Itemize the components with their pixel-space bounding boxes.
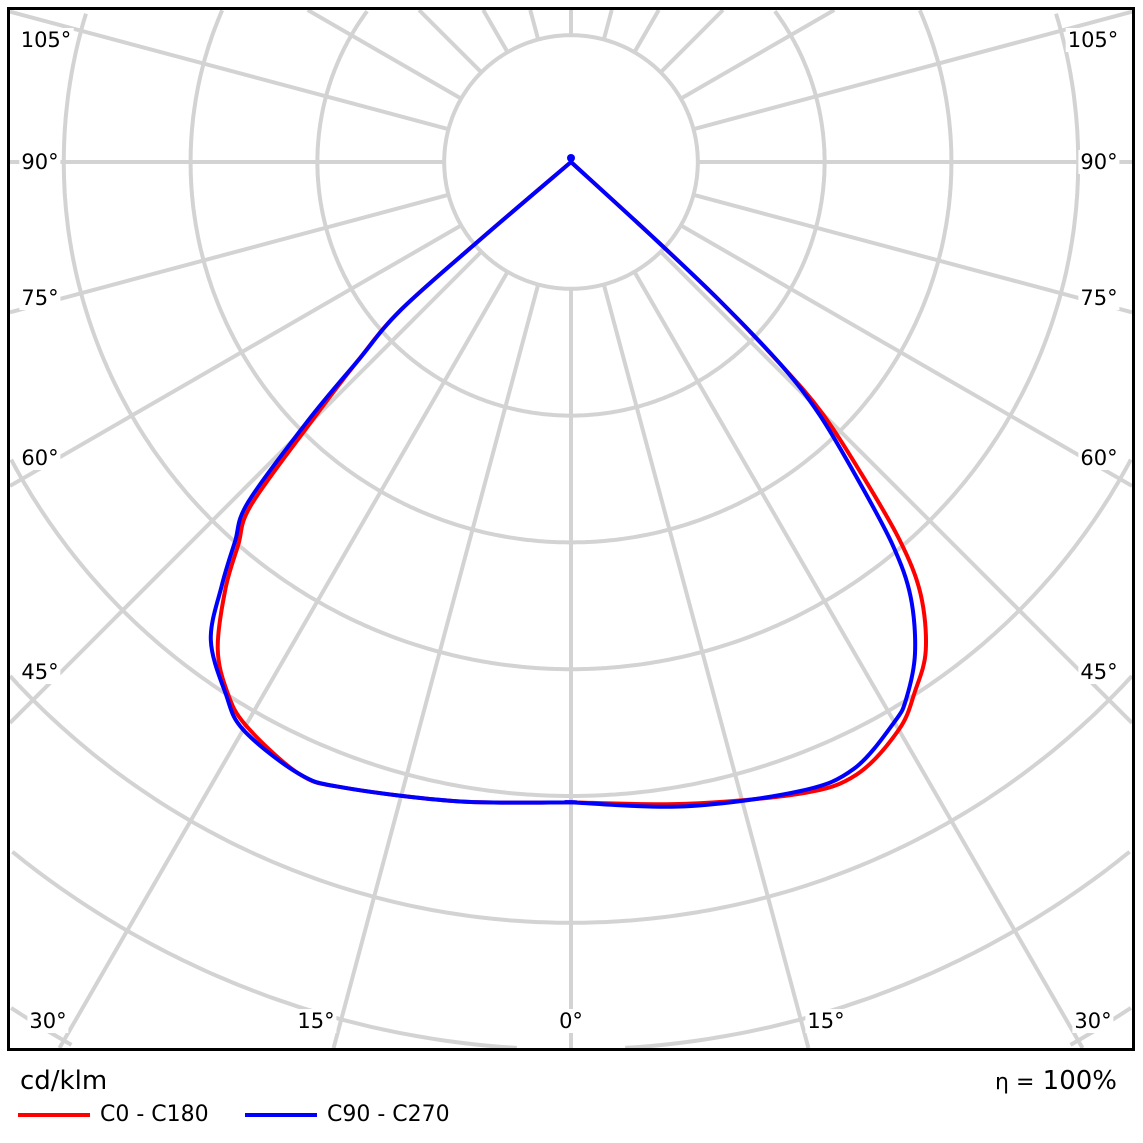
- angle-label-bottom-15-right: 15°: [805, 1009, 847, 1033]
- angle-label-right-75: 75°: [1078, 286, 1120, 310]
- legend-swatch-blue: [245, 1112, 317, 1117]
- legend-item-c0-c180: C0 - C180: [18, 1102, 209, 1127]
- grid-spoke: [57, 270, 510, 1048]
- grid-spoke: [679, 223, 1132, 488]
- grid-spoke: [632, 10, 661, 54]
- legend-label: C0 - C180: [100, 1102, 209, 1127]
- angle-label-right-60: 60°: [1078, 446, 1120, 470]
- angle-label-bottom-30-right: 30°: [1072, 1009, 1114, 1033]
- grid-spoke: [601, 283, 811, 1048]
- angle-label-left-60: 60°: [19, 446, 61, 470]
- legend-swatch-red: [18, 1112, 90, 1117]
- grid-spoke: [10, 192, 450, 315]
- grid-spoke: [601, 10, 614, 41]
- grid-spoke: [10, 10, 450, 132]
- angle-label-bottom-15-left: 15°: [295, 1009, 337, 1033]
- angle-label-bottom-30-left: 30°: [27, 1009, 69, 1033]
- grid-spoke: [481, 10, 510, 54]
- curves: [208, 154, 928, 809]
- grid-ring: [11, 850, 1131, 1048]
- angle-label-left-90: 90°: [19, 150, 61, 174]
- grid-spoke: [528, 10, 541, 41]
- eta-value: 100%: [1042, 1066, 1117, 1096]
- unit-label: cd/klm: [20, 1066, 108, 1096]
- grid-spoke: [679, 10, 836, 101]
- grid-spoke: [331, 283, 541, 1048]
- legend-item-c90-c270: C90 - C270: [245, 1102, 450, 1127]
- eta-symbol: η =: [995, 1070, 1035, 1095]
- efficiency-readout: η = 100%: [995, 1066, 1117, 1096]
- grid-spoke: [692, 192, 1132, 315]
- center-dot: [567, 154, 575, 162]
- plot-frame: [7, 7, 1135, 1051]
- grid-spoke: [632, 270, 1085, 1048]
- polar-grid: [10, 10, 1132, 1048]
- grid-ring: [188, 10, 954, 545]
- angle-label-left-75: 75°: [19, 286, 61, 310]
- grid-spoke: [417, 10, 483, 74]
- angle-label-right-45: 45°: [1078, 660, 1120, 684]
- grid-spoke: [10, 250, 483, 725]
- grid-spoke: [10, 223, 463, 488]
- grid-spoke: [306, 10, 463, 101]
- grid-spoke: [659, 250, 1132, 725]
- angle-label-left-45: 45°: [19, 660, 61, 684]
- grid-ring: [61, 13, 1081, 672]
- series-curve-c90-c270: [208, 160, 918, 809]
- angle-label-right-105: 105°: [1065, 28, 1121, 52]
- grid-spoke: [692, 10, 1132, 132]
- angle-label-left-105: 105°: [18, 28, 74, 52]
- grid-spoke: [659, 10, 725, 74]
- legend-label: C90 - C270: [327, 1102, 450, 1127]
- angle-label-bottom-0: 0°: [557, 1009, 585, 1033]
- angle-label-right-90: 90°: [1078, 150, 1120, 174]
